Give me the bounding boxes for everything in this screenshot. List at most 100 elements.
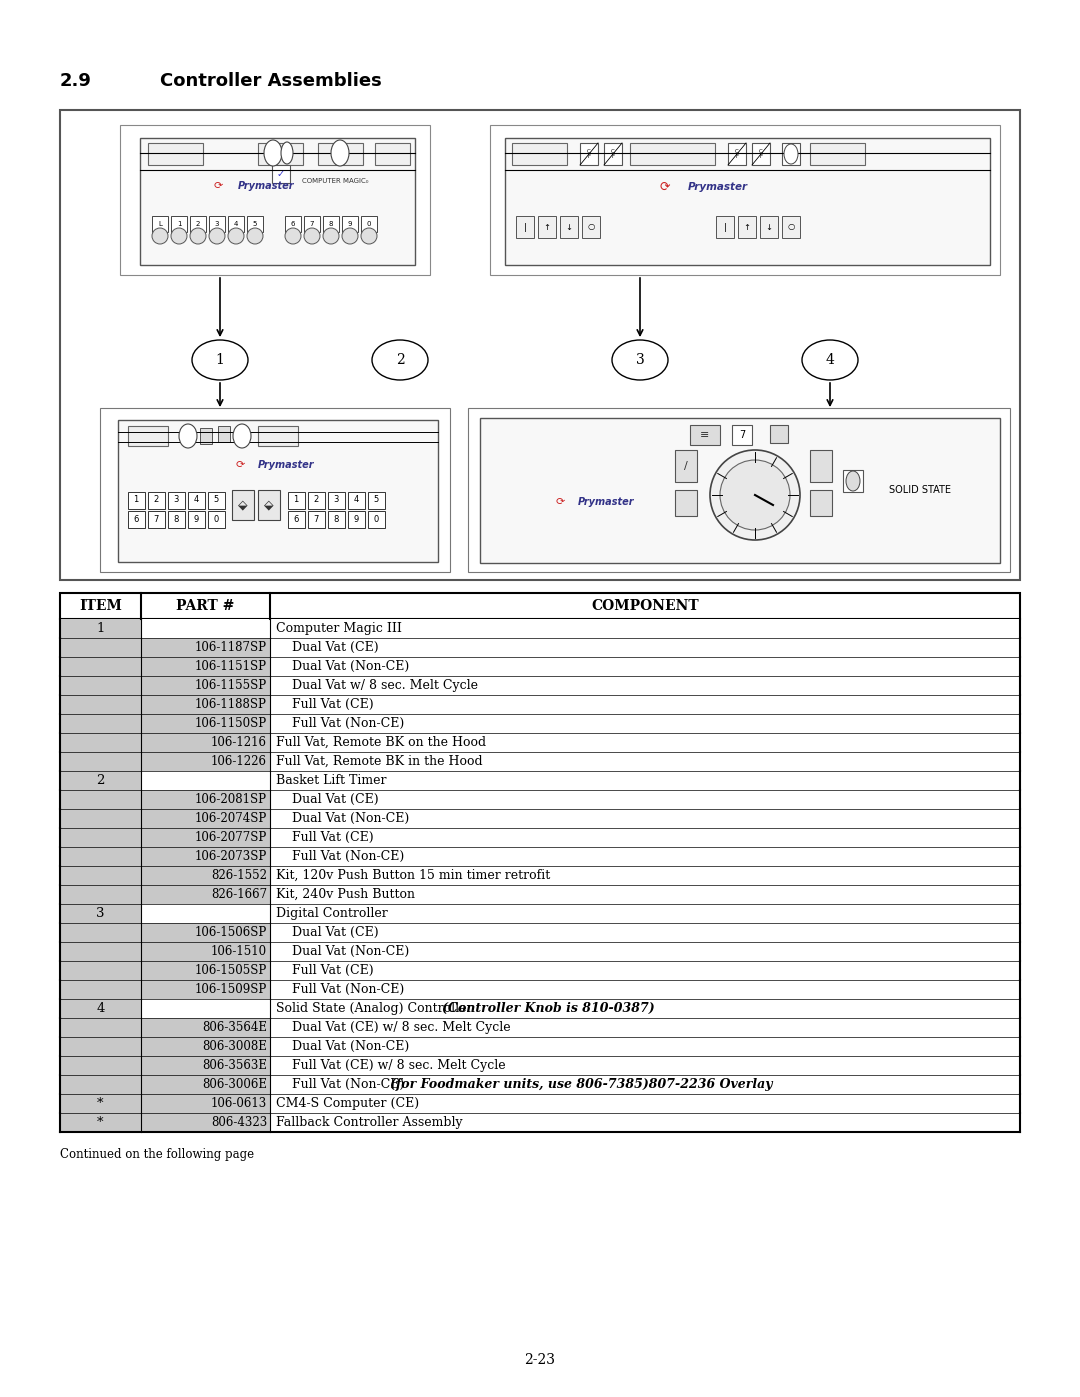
Text: 7: 7: [153, 514, 159, 524]
Bar: [716, 217, 734, 237]
Bar: [732, 425, 752, 446]
Bar: [270, 771, 1020, 789]
Text: Full Vat (CE): Full Vat (CE): [276, 698, 374, 711]
Text: C
F: C F: [588, 148, 591, 159]
Ellipse shape: [342, 228, 357, 244]
Bar: [168, 511, 185, 528]
Ellipse shape: [612, 339, 669, 380]
Bar: [60, 828, 141, 847]
Bar: [270, 1056, 1020, 1076]
Bar: [512, 142, 567, 165]
Bar: [141, 1037, 270, 1056]
Ellipse shape: [846, 471, 860, 490]
Bar: [270, 789, 1020, 809]
Bar: [210, 217, 225, 232]
Text: *: *: [97, 1116, 104, 1129]
Bar: [270, 828, 1020, 847]
Bar: [60, 1018, 141, 1037]
Text: 6: 6: [294, 514, 299, 524]
Bar: [270, 847, 1020, 866]
Bar: [208, 492, 225, 509]
Text: 1: 1: [177, 221, 181, 226]
Text: 106-1155SP: 106-1155SP: [194, 679, 267, 692]
Text: C
F: C F: [735, 148, 739, 159]
Bar: [270, 1037, 1020, 1056]
Bar: [141, 1094, 270, 1113]
Bar: [270, 694, 1020, 714]
Text: 106-1188SP: 106-1188SP: [195, 698, 267, 711]
Ellipse shape: [190, 228, 206, 244]
Bar: [630, 142, 715, 165]
Bar: [60, 923, 141, 942]
Text: ↓: ↓: [766, 222, 772, 232]
Text: Dual Vat (Non-CE): Dual Vat (Non-CE): [276, 812, 409, 826]
Bar: [348, 511, 365, 528]
Bar: [342, 217, 357, 232]
Text: 2-23: 2-23: [525, 1354, 555, 1368]
Text: Prymaster: Prymaster: [238, 182, 295, 191]
Text: 6: 6: [133, 514, 138, 524]
Text: C
F: C F: [611, 148, 615, 159]
Bar: [490, 124, 1000, 275]
Bar: [60, 657, 141, 676]
Bar: [60, 1094, 141, 1113]
Text: 4: 4: [353, 496, 359, 504]
Text: |: |: [724, 222, 727, 232]
Bar: [60, 714, 141, 733]
Bar: [348, 492, 365, 509]
Bar: [141, 942, 270, 961]
Bar: [141, 733, 270, 752]
Bar: [218, 426, 230, 441]
Bar: [738, 217, 756, 237]
Bar: [328, 511, 345, 528]
Bar: [141, 847, 270, 866]
Bar: [270, 619, 1020, 638]
Text: 1: 1: [96, 622, 105, 636]
Text: (Controller Knob is 810-0387): (Controller Knob is 810-0387): [443, 1002, 656, 1016]
Text: Dual Vat (Non-CE): Dual Vat (Non-CE): [276, 944, 409, 958]
Ellipse shape: [228, 228, 244, 244]
Bar: [308, 492, 325, 509]
Bar: [270, 961, 1020, 981]
Text: 0: 0: [367, 221, 372, 226]
Text: Dual Vat (CE): Dual Vat (CE): [276, 641, 379, 654]
Text: 106-1506SP: 106-1506SP: [194, 926, 267, 939]
Text: /: /: [684, 461, 688, 471]
Bar: [141, 866, 270, 886]
Bar: [141, 771, 270, 789]
Bar: [120, 124, 430, 275]
Bar: [60, 1076, 141, 1094]
Bar: [270, 923, 1020, 942]
Bar: [228, 217, 244, 232]
Text: L: L: [158, 221, 162, 226]
Bar: [60, 981, 141, 999]
Bar: [810, 490, 832, 515]
Bar: [60, 789, 141, 809]
Bar: [288, 492, 305, 509]
Text: 7: 7: [739, 430, 745, 440]
Text: C
F: C F: [759, 148, 762, 159]
Bar: [148, 511, 165, 528]
Text: 3: 3: [636, 353, 645, 367]
Text: 8: 8: [173, 514, 178, 524]
Bar: [288, 511, 305, 528]
Bar: [141, 961, 270, 981]
Bar: [690, 425, 720, 446]
Bar: [270, 1018, 1020, 1037]
Bar: [141, 694, 270, 714]
Bar: [272, 165, 291, 183]
Text: (for Foodmaker units, use 806-7385)807-2236 Overlay: (for Foodmaker units, use 806-7385)807-2…: [390, 1078, 773, 1091]
Text: Basket Lift Timer: Basket Lift Timer: [276, 774, 387, 787]
Bar: [141, 1056, 270, 1076]
Bar: [538, 217, 556, 237]
Bar: [270, 676, 1020, 694]
Text: Dual Vat (Non-CE): Dual Vat (Non-CE): [276, 659, 409, 673]
Bar: [141, 1076, 270, 1094]
Text: ⬙: ⬙: [239, 499, 247, 511]
Text: CM4-S Computer (CE): CM4-S Computer (CE): [276, 1097, 419, 1111]
Bar: [361, 217, 377, 232]
Text: Dual Vat w/ 8 sec. Melt Cycle: Dual Vat w/ 8 sec. Melt Cycle: [276, 679, 478, 692]
Bar: [323, 217, 339, 232]
Text: |: |: [524, 222, 526, 232]
Text: Full Vat (CE): Full Vat (CE): [276, 964, 374, 977]
